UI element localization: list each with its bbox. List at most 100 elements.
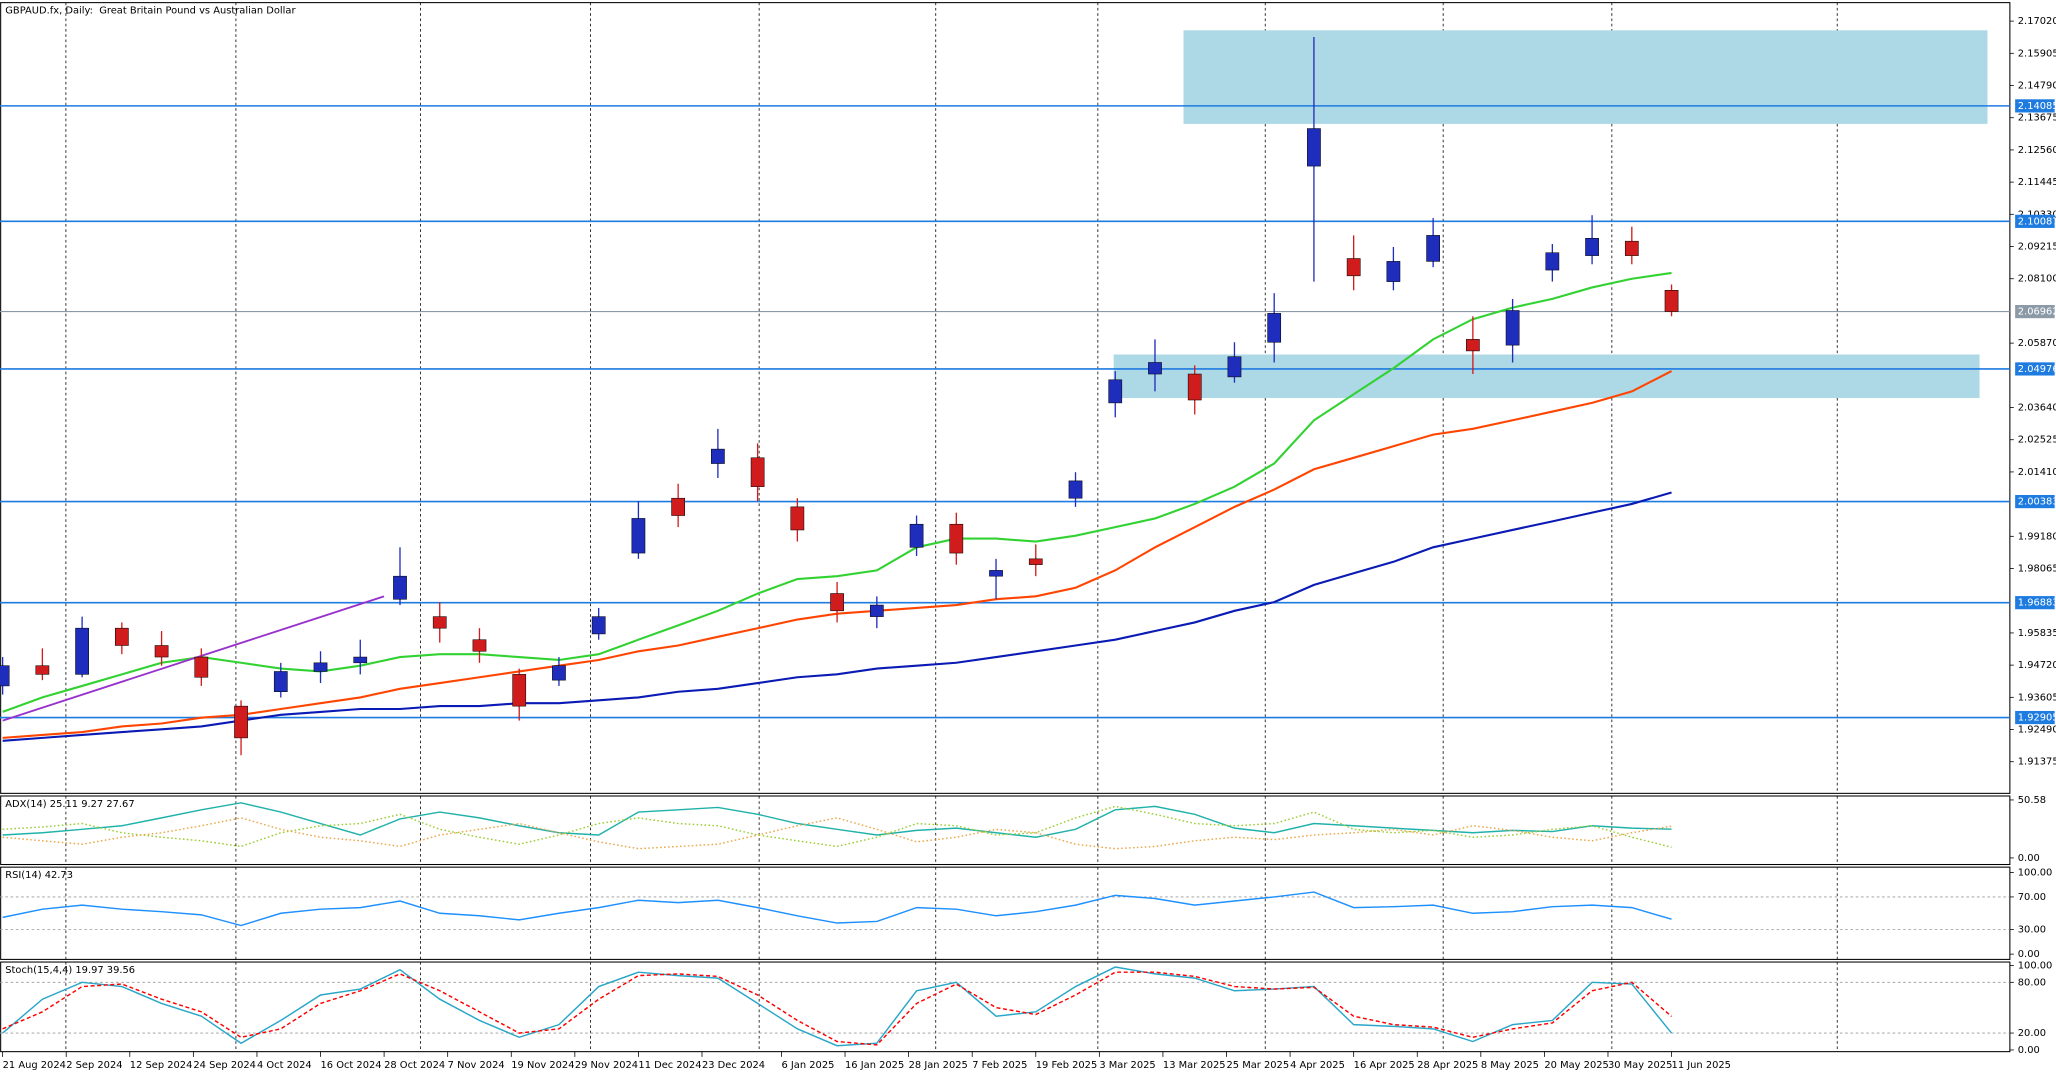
level-label: 1.96883 (2018, 598, 2056, 609)
level-label: 2.04976 (2018, 364, 2056, 375)
candle-body (472, 639, 487, 652)
y-tick-label: 2.11445 (2018, 177, 2056, 188)
candle-body (1307, 128, 1321, 167)
moving-average (2, 491, 1672, 742)
y-tick-label: 2.03640 (2018, 403, 2056, 414)
y-tick-label: 2.09215 (2018, 242, 2056, 253)
candle-body (1505, 310, 1520, 346)
y-tick-label: 0.00 (2018, 949, 2040, 960)
y-tick-label: 2.02525 (2018, 435, 2056, 446)
candle-body (75, 627, 89, 675)
x-tick-label: 16 Apr 2025 (1354, 1060, 1415, 1071)
x-tick-label: 28 Oct 2024 (384, 1060, 445, 1071)
candle-body (1386, 261, 1401, 282)
candle-body (1187, 373, 1202, 401)
level-label-bg (2015, 596, 2055, 610)
candle-body (1068, 480, 1083, 499)
y-tick-label: 70.00 (2018, 892, 2046, 903)
candle-body (830, 593, 844, 612)
y-tick-label: 0.00 (2018, 1045, 2040, 1056)
y-tick-label: 0.00 (2018, 853, 2040, 864)
candle-body (552, 665, 566, 681)
last-price-bg (2015, 304, 2055, 319)
y-tick-label: 1.92490 (2018, 725, 2056, 736)
candle-body (353, 656, 368, 664)
x-tick-label: 30 May 2025 (1608, 1060, 1672, 1071)
x-tick-label: 6 Jan 2025 (781, 1060, 834, 1071)
zone (1183, 30, 1988, 124)
x-tick-label: 4 Apr 2025 (1290, 1060, 1345, 1071)
indicator-line (2, 802, 1672, 838)
x-tick-label: 25 Mar 2025 (1227, 1060, 1290, 1071)
candle-body (35, 665, 50, 675)
y-tick-label: 2.12560 (2018, 145, 2056, 156)
candle-body (273, 671, 288, 692)
y-tick-label: 1.94720 (2018, 660, 2056, 671)
candle-body (1028, 558, 1043, 565)
x-tick-label: 12 Sep 2024 (130, 1060, 193, 1071)
candle-body (154, 645, 169, 658)
x-tick-label: 19 Feb 2025 (1036, 1060, 1097, 1071)
level-label-bg (2015, 362, 2055, 376)
x-tick-label: 13 Mar 2025 (1163, 1060, 1226, 1071)
candle-body (631, 518, 646, 554)
y-tick-label: 1.98065 (2018, 564, 2056, 575)
y-tick-label: 1.99180 (2018, 531, 2056, 542)
level-label-bg (2015, 710, 2055, 725)
candle-body (671, 497, 686, 516)
y-tick-label: 2.17020 (2018, 16, 2056, 27)
x-tick-label: 3 Mar 2025 (1099, 1060, 1155, 1071)
x-tick-label: 4 Oct 2024 (257, 1060, 312, 1071)
x-tick-label: 11 Dec 2024 (638, 1060, 701, 1071)
candle-body (114, 627, 129, 646)
panel-frame (0, 866, 2011, 960)
candle-body (234, 705, 248, 739)
x-tick-label: 7 Nov 2024 (448, 1060, 505, 1071)
candle-body (1148, 362, 1162, 375)
y-tick-label: 1.95835 (2018, 628, 2056, 639)
level-label: 2.14085 (2018, 101, 2056, 112)
x-tick-label: 28 Apr 2025 (1417, 1060, 1478, 1071)
candle-body (989, 570, 1003, 577)
level-label-bg (2015, 214, 2055, 228)
indicator-line (2, 966, 1673, 1047)
y-tick-label: 80.00 (2018, 977, 2046, 988)
x-tick-label: 24 Sep 2024 (193, 1060, 256, 1071)
candle-body (1466, 339, 1480, 352)
candle-body (1346, 258, 1361, 277)
indicator-line (2, 817, 1672, 850)
candle-body (432, 616, 447, 629)
x-tick-label: 16 Oct 2024 (321, 1060, 382, 1071)
candle-body (790, 506, 805, 531)
candle-body (1267, 313, 1282, 343)
panel-frame (0, 961, 2011, 1053)
indicator-title: Stoch(15,4,4) 19.97 39.56 (5, 965, 135, 976)
y-tick-label: 100.00 (2018, 960, 2053, 971)
chart-title: GBPAUD.fx, Daily: Great Britain Pound vs… (5, 6, 296, 17)
level-label-bg (2015, 494, 2055, 509)
candle-body (1664, 290, 1679, 312)
x-tick-label: 20 May 2025 (1544, 1060, 1608, 1071)
candle-body (1227, 356, 1242, 378)
candle-body (0, 665, 10, 687)
level-label: 2.00383 (2018, 497, 2056, 508)
candle-body (909, 523, 924, 548)
candle-body (1585, 238, 1599, 256)
candle-body (711, 448, 725, 464)
candle-body (1545, 252, 1560, 271)
candle-body (393, 575, 407, 600)
indicator-line (2, 971, 1673, 1046)
candle-body (1426, 235, 1440, 262)
y-tick-label: 2.14790 (2018, 81, 2056, 92)
level-label: 2.10087 (2018, 216, 2056, 227)
zone (1113, 354, 1980, 398)
indicator-title: RSI(14) 42.73 (5, 870, 73, 881)
y-tick-label: 50.58 (2018, 795, 2046, 806)
candle-body (949, 523, 964, 554)
trendline (2, 595, 385, 722)
y-tick-label: 2.15905 (2018, 48, 2056, 59)
candle-body (591, 616, 606, 635)
y-tick-label: 20.00 (2018, 1028, 2046, 1039)
